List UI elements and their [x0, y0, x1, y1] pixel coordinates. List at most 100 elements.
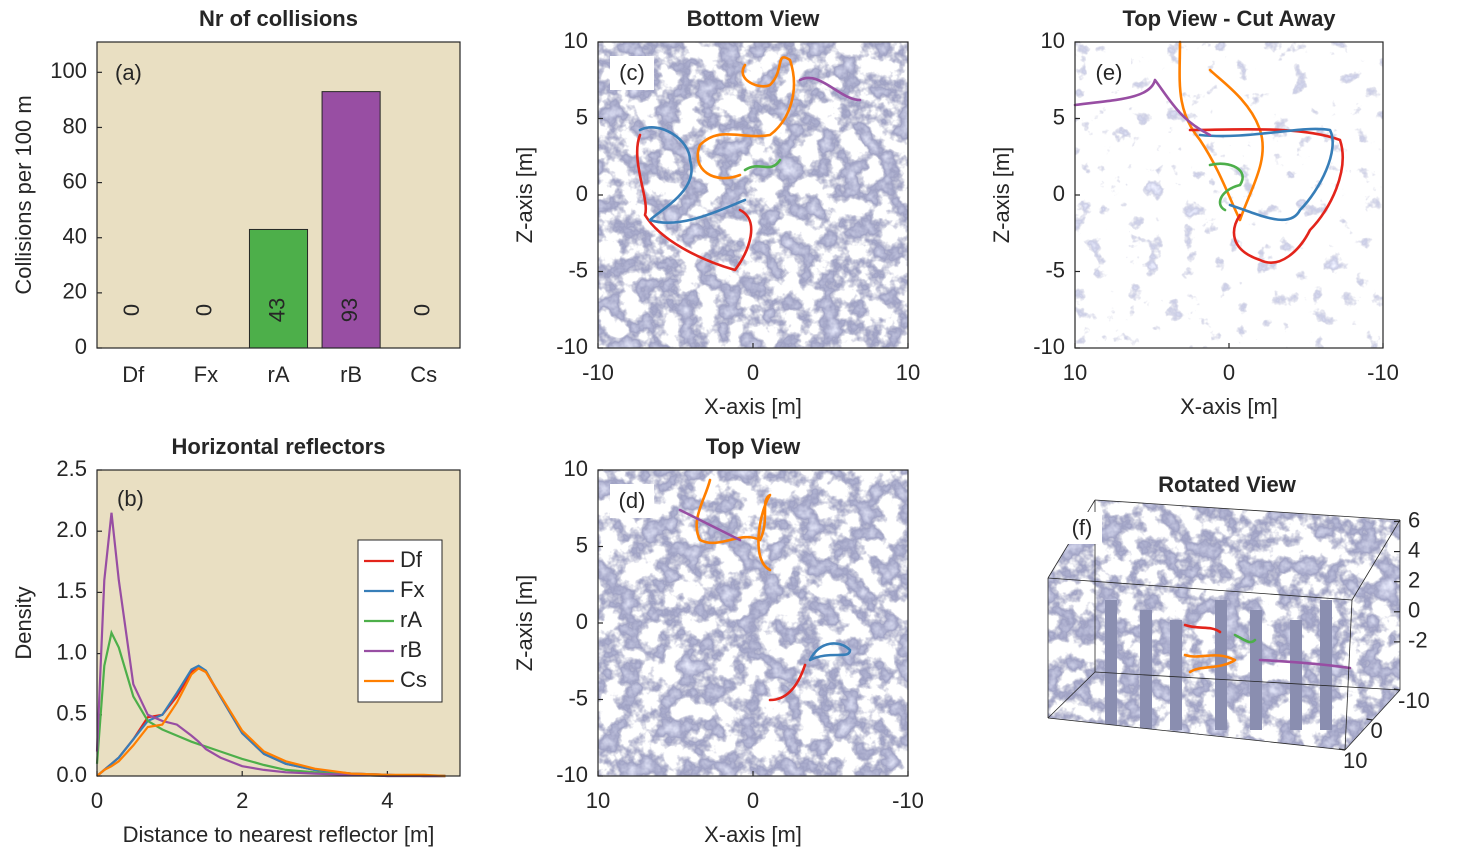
column — [1170, 620, 1182, 730]
chart-title: Top View - Cut Away — [1122, 6, 1336, 31]
box-edge — [1047, 671, 1096, 719]
y-tick-label: 0 — [576, 181, 588, 206]
panel-label-box — [1062, 512, 1102, 544]
y-tick-label: 60 — [63, 168, 87, 193]
panel-label: (f) — [1072, 515, 1093, 540]
z-tick-label: -2 — [1408, 628, 1428, 653]
bar — [248, 228, 309, 349]
y-tick-label: 1.5 — [56, 578, 87, 603]
panel-label-box — [610, 484, 654, 518]
chart-title: Bottom View — [687, 6, 821, 31]
rock-texture — [598, 42, 908, 348]
column — [1290, 620, 1302, 730]
x-tick-label: 0 — [747, 788, 759, 813]
column — [1140, 610, 1152, 730]
y-tick-label: 0 — [1371, 718, 1383, 743]
y-tick-label: 40 — [63, 224, 87, 249]
x-axis-label: X-axis [m] — [704, 822, 802, 847]
y-tick-label: 5 — [576, 532, 588, 557]
z-tick-label: 2 — [1408, 567, 1420, 592]
y-tick-label: 20 — [63, 279, 87, 304]
plot-frame — [96, 41, 461, 349]
y-tick-label: 80 — [63, 113, 87, 138]
rock-texture — [598, 470, 908, 776]
y-tick-label: 0.0 — [56, 762, 87, 787]
x-tick-label: 10 — [586, 788, 610, 813]
bar — [321, 91, 381, 349]
trajectory-overlay — [635, 56, 862, 272]
x-tick-label: rB — [340, 362, 362, 387]
x-axis-label: X-axis [m] — [1180, 394, 1278, 419]
legend-label: Cs — [400, 667, 427, 692]
y-tick-label: 0 — [75, 334, 87, 359]
box-edge — [1047, 577, 1353, 601]
y-tick-label: -5 — [568, 257, 588, 282]
box-edge — [1351, 519, 1401, 601]
y-tick-label: -10 — [1398, 688, 1430, 713]
chart-title: Nr of collisions — [199, 6, 358, 31]
z-tick-label: 4 — [1408, 537, 1420, 562]
y-tick-label: 10 — [1041, 28, 1065, 53]
density-line — [95, 512, 446, 778]
y-tick-label: 5 — [1053, 104, 1065, 129]
panel-label-box — [1087, 56, 1131, 90]
y-tick-label: -10 — [1033, 334, 1065, 359]
z-tick-label: 0 — [1408, 598, 1420, 623]
trajectory-overlay — [1183, 623, 1352, 674]
legend-label: Df — [400, 547, 423, 572]
plot-frame — [597, 41, 909, 349]
panel-label: (e) — [1096, 60, 1123, 85]
y-axis-label: Z-axis [m] — [512, 575, 537, 672]
x-tick-label: Fx — [194, 362, 218, 387]
box-edge — [1344, 599, 1353, 751]
y-tick-label: 10 — [564, 28, 588, 53]
x-tick-label: -10 — [892, 788, 924, 813]
y-tick-label: -5 — [1045, 257, 1065, 282]
y-tick — [1338, 748, 1346, 751]
density-line — [96, 666, 446, 778]
panel-label: (c) — [619, 60, 645, 85]
column — [1105, 600, 1117, 730]
y-tick-label: 0.5 — [56, 701, 87, 726]
y-tick-label: -5 — [568, 685, 588, 710]
x-tick-label: 4 — [381, 788, 393, 813]
chart-title: Horizontal reflectors — [172, 434, 386, 459]
value-label: 43 — [264, 298, 289, 322]
trajectory-overlay — [1073, 40, 1344, 264]
value-label: 93 — [337, 298, 362, 322]
x-tick-label: 2 — [236, 788, 248, 813]
rock-volume — [1048, 500, 1400, 750]
x-tick-label: 0 — [747, 360, 759, 385]
y-axis-label: Z-axis [m] — [989, 147, 1014, 244]
y-tick-label: 2.0 — [56, 517, 87, 542]
x-axis-label: Distance to nearest reflector [m] — [123, 822, 435, 847]
value-label: 0 — [119, 304, 144, 316]
x-tick-label: 10 — [896, 360, 920, 385]
box-edge — [1094, 499, 1401, 521]
y-tick-label: 10 — [1343, 748, 1367, 773]
y-tick-label: 1.0 — [56, 639, 87, 664]
z-tick-label: 6 — [1408, 507, 1420, 532]
y-tick — [1366, 718, 1373, 721]
plot-frame — [1074, 41, 1384, 349]
panel-label: (d) — [619, 488, 646, 513]
y-axis-label: Collisions per 100 m — [11, 95, 36, 294]
legend-label: Fx — [400, 577, 424, 602]
y-tick-label: 2.5 — [56, 456, 87, 481]
chart-title: Top View — [706, 434, 801, 459]
x-axis-label: X-axis [m] — [704, 394, 802, 419]
trajectory-overlay — [678, 478, 852, 702]
y-tick-label: 5 — [576, 104, 588, 129]
panel-label: (a) — [115, 60, 142, 85]
plot-frame — [597, 469, 909, 777]
x-tick-label: 10 — [1063, 360, 1087, 385]
box-edge — [1047, 717, 1346, 751]
legend-label: rB — [400, 637, 422, 662]
x-tick-label: Df — [122, 362, 145, 387]
y-tick-label: 10 — [564, 456, 588, 481]
y-axis-label: Density — [11, 586, 36, 659]
x-tick-label: 0 — [91, 788, 103, 813]
x-tick-label: -10 — [1367, 360, 1399, 385]
